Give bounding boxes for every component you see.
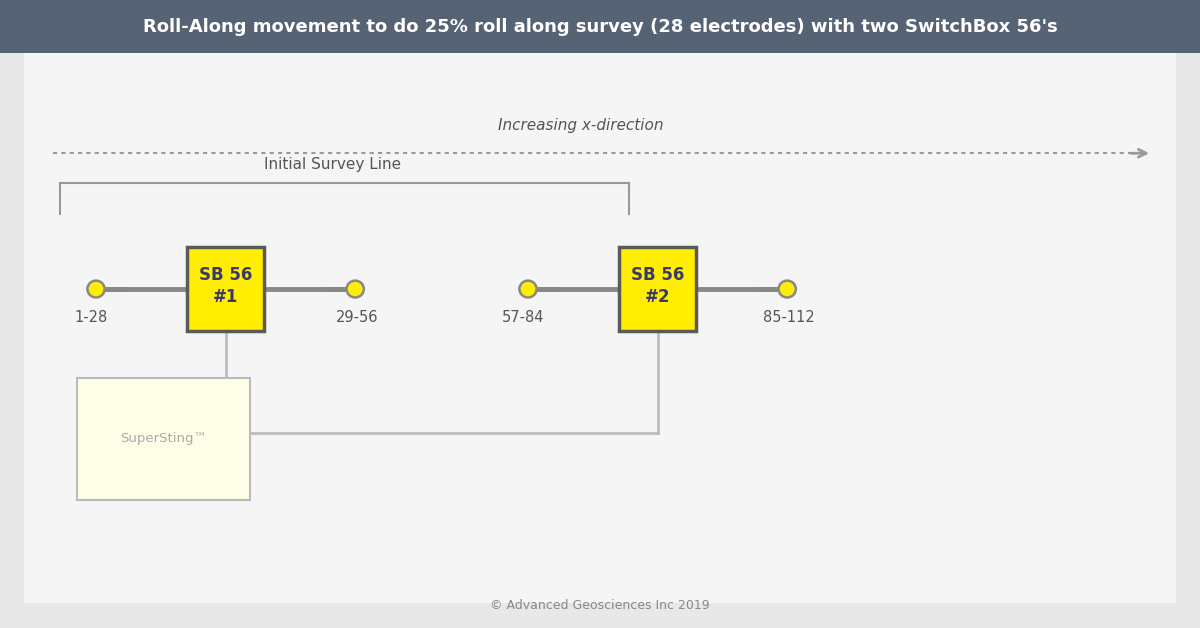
Text: 85-112: 85-112 [763,310,815,325]
FancyBboxPatch shape [77,378,250,500]
FancyBboxPatch shape [187,247,264,331]
Text: Roll-Along movement to do 25% roll along survey (28 electrodes) with two SwitchB: Roll-Along movement to do 25% roll along… [143,18,1057,36]
Text: SuperSting™: SuperSting™ [120,433,206,445]
Circle shape [520,281,536,298]
Circle shape [88,281,104,298]
FancyBboxPatch shape [619,247,696,331]
Text: SB 56
#2: SB 56 #2 [631,266,684,306]
Text: Initial Survey Line: Initial Survey Line [264,157,401,172]
Text: SB 56
#1: SB 56 #1 [199,266,252,306]
Text: 29-56: 29-56 [336,310,378,325]
Text: Increasing x-direction: Increasing x-direction [498,117,664,133]
Text: 1-28: 1-28 [74,310,108,325]
Text: 57-84: 57-84 [502,310,545,325]
FancyBboxPatch shape [19,41,1181,607]
Circle shape [779,281,796,298]
Text: © Advanced Geosciences Inc 2019: © Advanced Geosciences Inc 2019 [490,599,710,612]
Circle shape [347,281,364,298]
